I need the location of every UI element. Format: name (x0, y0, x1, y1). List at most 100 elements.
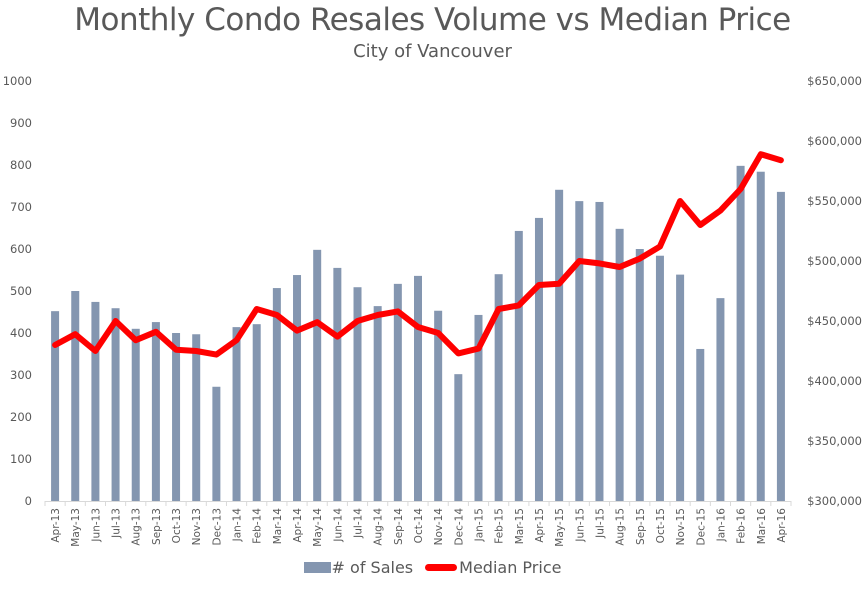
right-tick-label: $550,000 (807, 194, 862, 208)
x-tick-label: Sep-14 (393, 508, 405, 545)
sales-bar (676, 274, 685, 501)
x-tick-label: Jan-14 (232, 508, 244, 543)
sales-bar (131, 328, 140, 501)
left-tick-label: 900 (10, 116, 32, 130)
sales-bar (71, 291, 80, 501)
sales-bar (716, 298, 725, 501)
median-price-line (52, 151, 784, 358)
sales-bar (111, 308, 120, 501)
sales-bar (474, 314, 483, 501)
x-tick-label: Nov-13 (191, 508, 203, 545)
chart-title: Monthly Condo Resales Volume vs Median P… (74, 2, 791, 38)
left-axis: 0 100 200 300 400 500 600 700 800 900 1000 (3, 74, 32, 508)
x-tick-label: Apr-14 (292, 508, 304, 543)
left-tick-label: 400 (10, 326, 32, 340)
sales-bar (272, 288, 281, 501)
sales-bar (373, 306, 382, 501)
x-tick-label: Aug-13 (131, 508, 143, 546)
right-tick-label: $500,000 (807, 254, 862, 268)
sales-bars (51, 165, 785, 502)
left-tick-label: 300 (10, 368, 32, 382)
chart-subtitle: City of Vancouver (353, 41, 512, 62)
left-tick-label: 500 (10, 284, 32, 298)
x-tick-label: Feb-14 (252, 508, 264, 544)
x-tick-label: Feb-16 (736, 508, 748, 544)
sales-bar (655, 255, 664, 501)
sales-bar (252, 324, 261, 501)
left-tick-label: 100 (10, 452, 32, 466)
x-tick-label: Aug-15 (615, 508, 627, 546)
sales-bar (615, 228, 624, 501)
x-tick-label: Mar-15 (514, 508, 526, 544)
sales-bar (232, 327, 241, 501)
x-tick-label: Oct-15 (655, 508, 667, 543)
left-tick-label: 800 (10, 158, 32, 172)
sales-bar (736, 165, 745, 501)
legend-item-median-price: Median Price (425, 558, 561, 577)
x-tick-label: Oct-13 (171, 508, 183, 543)
right-axis: $300,000 $350,000 $400,000 $450,000 $500,000… (807, 74, 862, 508)
x-tick-label: Jan-16 (715, 508, 727, 543)
sales-bar (151, 322, 160, 501)
sales-bar (756, 171, 765, 501)
x-tick-label: Jun-13 (90, 508, 102, 543)
left-tick-label: 200 (10, 410, 32, 424)
sales-bar (555, 189, 564, 501)
x-tick-label: May-15 (554, 508, 566, 547)
legend-swatch-median-price (425, 564, 458, 571)
sales-bar (414, 275, 422, 501)
legend: # of Sales Median Price (0, 558, 865, 577)
x-tick-label: Apr-13 (50, 508, 62, 543)
sales-bar (776, 191, 785, 501)
sales-bar (192, 334, 201, 501)
sales-bar (494, 274, 503, 501)
x-tick-label: Sep-13 (151, 508, 163, 545)
x-tick-label: Dec-15 (695, 508, 707, 545)
x-tick-label: Oct-14 (413, 508, 425, 544)
sales-bar (454, 374, 463, 501)
x-tick-label: Sep-15 (635, 508, 647, 545)
x-tick-label: May-14 (312, 508, 324, 547)
sales-bar (313, 249, 322, 501)
x-tick-label: Aug-14 (373, 508, 385, 546)
x-tick-label: Nov-15 (675, 508, 687, 545)
sales-bar (635, 249, 644, 501)
sales-bar (534, 217, 543, 502)
x-tick-label: Mar-16 (756, 508, 768, 545)
sales-bar (514, 230, 523, 501)
x-tick-label: Jul-14 (353, 508, 365, 539)
sales-bar (51, 311, 60, 501)
x-tick-label: Apr-15 (534, 508, 546, 543)
left-tick-label: 0 (25, 494, 32, 508)
sales-bar (212, 386, 221, 501)
right-tick-label: $600,000 (807, 134, 862, 148)
sales-bar (393, 283, 402, 501)
x-axis: Apr-13 May-13 Jun-13 Jul-13 Aug-13 Sep-13 Oct-… (44, 501, 792, 547)
sales-bar (91, 301, 100, 501)
right-tick-label: $300,000 (807, 494, 862, 508)
right-tick-label: $350,000 (807, 434, 862, 448)
sales-bar (434, 310, 443, 501)
legend-swatch-sales (303, 562, 331, 573)
left-tick-label: 700 (10, 200, 32, 214)
sales-bar (333, 267, 342, 501)
median-price-line-group (52, 151, 784, 358)
legend-item-sales: # of Sales (303, 558, 414, 577)
left-tick-label: 600 (10, 242, 32, 256)
x-tick-label: Feb-15 (494, 508, 506, 544)
sales-bar (575, 201, 584, 501)
sales-bar (696, 348, 705, 501)
x-tick-label: Jul-15 (594, 508, 606, 539)
sales-bar (293, 275, 302, 501)
x-tick-label: Apr-16 (776, 508, 788, 543)
left-tick-label: 1000 (3, 74, 32, 88)
x-tick-label: Mar-14 (272, 508, 284, 545)
sales-bar (172, 333, 181, 501)
right-tick-label: $400,000 (807, 374, 862, 388)
x-tick-label: Dec-14 (453, 508, 465, 546)
legend-label-sales: # of Sales (331, 558, 414, 577)
sales-bar (595, 201, 604, 501)
sales-bar (353, 287, 362, 501)
x-tick-label: Jun-15 (574, 508, 586, 543)
